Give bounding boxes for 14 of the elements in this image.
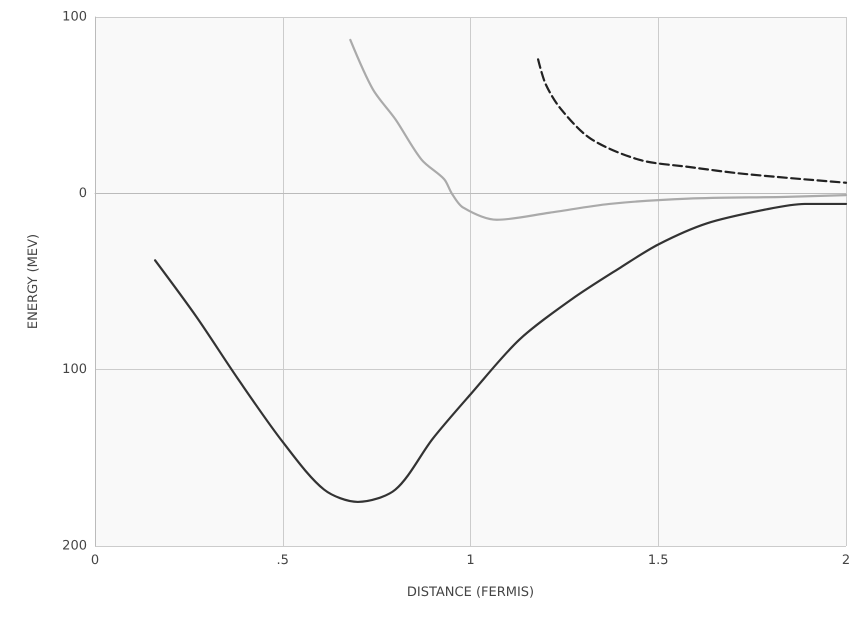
x-tick-label: .5 xyxy=(276,553,289,568)
x-axis-title: DISTANCE (FERMIS) xyxy=(406,585,534,600)
y-tick-label: 200 xyxy=(62,538,87,554)
x-tick-label: 2 xyxy=(842,553,850,568)
y-tick-label: 0 xyxy=(78,186,87,201)
x-tick-label: 0 xyxy=(90,553,100,568)
y-axis-title: ENERGY (MEV) xyxy=(26,234,41,330)
line-series xyxy=(536,58,848,184)
x-tick-label: 1.5 xyxy=(648,553,669,568)
line-series xyxy=(154,202,848,504)
y-tick-label: 100 xyxy=(62,362,87,378)
x-tick-label: 1 xyxy=(466,553,475,568)
y-tick-label: 100 xyxy=(62,10,87,24)
line-series xyxy=(349,38,848,221)
